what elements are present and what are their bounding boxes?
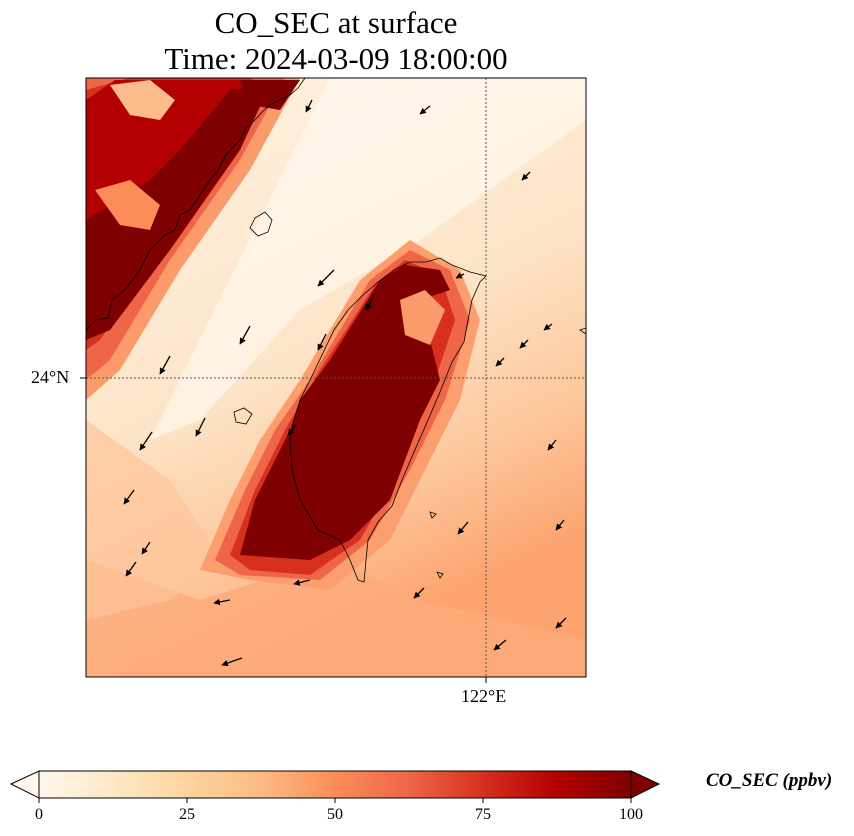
coastline	[86, 78, 586, 583]
colorbar-tick-label: 75	[475, 806, 491, 823]
gridlines	[86, 78, 586, 677]
wind-vectors	[123, 99, 567, 667]
colorbar-tick-label: 0	[35, 806, 43, 823]
map-title: CO_SEC at surface	[214, 5, 458, 40]
map-plot	[80, 77, 587, 683]
colorbar-tick-label: 50	[327, 806, 343, 823]
colorbar	[9, 770, 661, 803]
colorbar-extend-high	[630, 770, 661, 799]
colorbar-extend-low	[9, 770, 40, 799]
concentration-field	[86, 78, 586, 677]
lat-tick-label: 24°N	[31, 367, 70, 387]
colorbar-ticks	[38, 798, 632, 803]
map-time: Time: 2024-03-09 18:00:00	[164, 41, 508, 76]
lon-tick-label: 122°E	[461, 686, 507, 706]
colorbar-tick-label: 25	[179, 806, 195, 823]
colorbar-tick-label: 100	[619, 806, 643, 823]
colorbar-label: CO_SEC (ppbv)	[706, 770, 833, 791]
colorbar-gradient	[38, 770, 632, 799]
